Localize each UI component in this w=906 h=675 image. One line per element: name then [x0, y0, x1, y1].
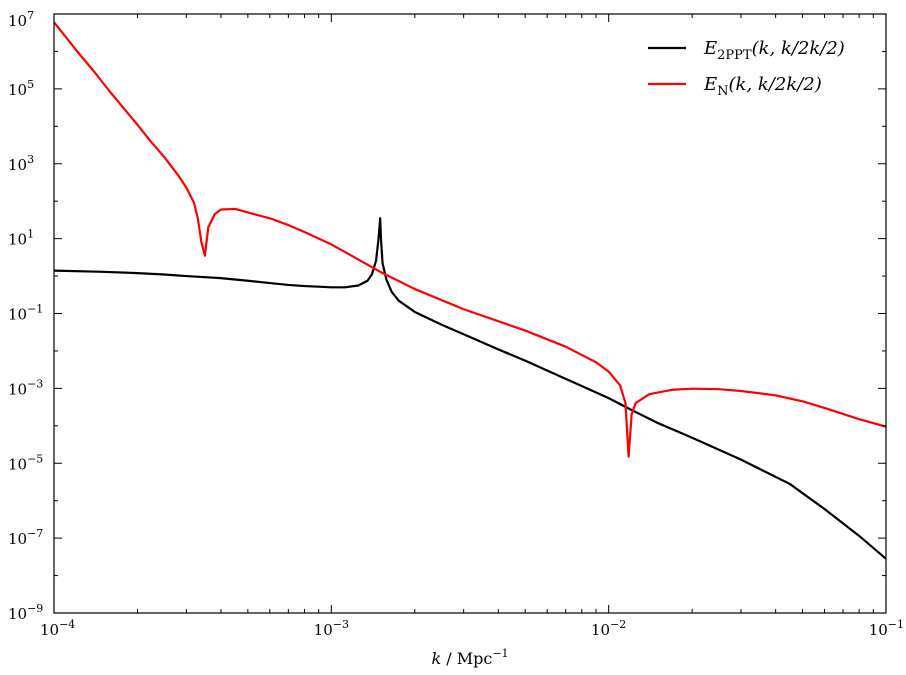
y-tick-exp: −1 [27, 303, 43, 316]
plot-frame [53, 13, 887, 614]
x-tick-exp: −3 [333, 618, 349, 631]
x-tick-label: 10−3 [314, 618, 349, 639]
y-tick-exp: 3 [27, 153, 34, 166]
y-tick-base: 10 [8, 530, 27, 548]
y-tick-base: 10 [8, 81, 27, 99]
legend-symbol: E [703, 74, 717, 95]
y-tick-base: 10 [8, 380, 27, 398]
y-tick-label: 10−1 [8, 303, 43, 324]
y-tick-label: 10−5 [8, 452, 43, 473]
legend-subscript: N [717, 84, 728, 99]
y-tick-base: 10 [8, 605, 27, 623]
y-tick-exp: −3 [27, 377, 43, 390]
y-tick-label: 10−9 [8, 602, 43, 623]
y-tick-base: 10 [8, 12, 27, 30]
y-tick-exp: 5 [27, 78, 34, 91]
y-tick-base: 10 [8, 156, 27, 174]
y-tick-exp: −7 [27, 527, 43, 540]
x-tick-label: 10−1 [869, 618, 904, 639]
x-axis-label-var: k [431, 649, 441, 668]
x-axis-label: k / Mpc−1 [431, 647, 508, 668]
x-tick-label: 10−2 [591, 618, 626, 639]
y-tick-base: 10 [8, 455, 27, 473]
y-tick-label: 10−3 [8, 377, 43, 398]
x-tick-exp: −2 [610, 618, 626, 631]
x-tick-label: 10−4 [40, 618, 75, 639]
x-tick-exp: −1 [888, 618, 904, 631]
legend-label-e-2ppt: E2PPT(k, k/2k/2) [703, 38, 845, 63]
x-axis-label-unit: / Mpc [441, 649, 492, 668]
y-tick-label: 103 [8, 153, 34, 174]
y-tick-label: 101 [8, 228, 34, 249]
x-tick-base: 10 [591, 621, 610, 639]
legend-args: (k, k/2k/2) [752, 38, 845, 59]
legend-args: (k, k/2k/2) [729, 74, 822, 95]
y-tick-exp: −5 [27, 452, 43, 465]
y-tick-label: 10−7 [8, 527, 43, 548]
legend-symbol: E [703, 38, 717, 59]
y-tick-label: 105 [8, 78, 34, 99]
legend-label-e-n: EN(k, k/2k/2) [703, 74, 822, 99]
x-tick-base: 10 [869, 621, 888, 639]
series-line-e-2ppt [54, 217, 886, 560]
y-tick-base: 10 [8, 231, 27, 249]
y-tick-label: 107 [8, 9, 34, 30]
y-tick-base: 10 [8, 306, 27, 324]
y-tick-exp: 1 [27, 228, 34, 241]
series-line-e-n [54, 21, 886, 458]
x-tick-exp: −4 [59, 618, 75, 631]
x-tick-base: 10 [40, 621, 59, 639]
y-tick-exp: 7 [27, 9, 34, 22]
y-tick-exp: −9 [27, 602, 43, 615]
x-tick-base: 10 [314, 621, 333, 639]
x-axis-label-exp: −1 [492, 647, 508, 660]
legend-subscript: 2PPT [717, 48, 752, 63]
